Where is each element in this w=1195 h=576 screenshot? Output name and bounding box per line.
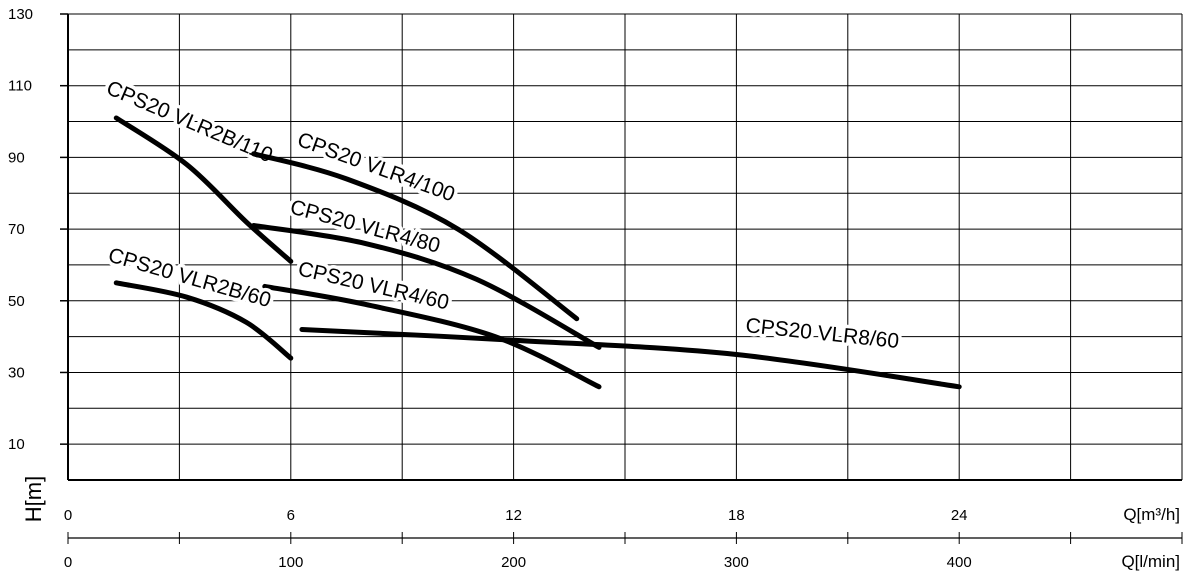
x-tick-label-m3h: 6	[287, 507, 295, 524]
series-label: CPS20 VLR2B/60	[106, 244, 274, 312]
y-axis-title: H[m]	[21, 476, 46, 522]
series-line	[251, 151, 580, 322]
series-line	[251, 222, 602, 350]
y-tick-label: 50	[8, 293, 25, 310]
y-tick-label: 70	[8, 221, 25, 238]
y-tick-label: 30	[8, 364, 25, 381]
series-line	[113, 280, 294, 361]
x-axis-title-lmin: Q[l/min]	[1121, 552, 1180, 571]
x-tick-label-m3h: 12	[505, 507, 522, 524]
x-tick-label-m3h: 24	[951, 507, 968, 524]
x-tick-label-m3h: 18	[728, 507, 745, 524]
x-tick-label-lmin: 200	[501, 554, 526, 571]
x-axis-title-m3h: Q[m³/h]	[1123, 505, 1180, 524]
x-tick-label-lmin: 400	[947, 554, 972, 571]
x-tick-label-lmin: 300	[724, 554, 749, 571]
x-tick-label-lmin: 0	[64, 554, 72, 571]
series-line	[113, 115, 294, 264]
y-tick-label: 90	[8, 149, 25, 166]
x-tick-label-m3h: 0	[64, 507, 72, 524]
y-tick-label: 130	[8, 6, 33, 23]
x-tick-label-lmin: 100	[278, 554, 303, 571]
y-tick-label: 10	[8, 436, 25, 453]
series-line	[299, 326, 962, 390]
series-line	[262, 283, 602, 390]
grid	[67, 13, 1183, 481]
y-tick-label: 110	[8, 78, 32, 95]
series-label: CPS20 VLR8/60	[744, 314, 900, 353]
series-label: CPS20 VLR4/100	[294, 128, 458, 206]
axes: 10 30 50 70 90 110 130 0 6 12 18 24 0 100 200 300 400	[8, 6, 1183, 571]
series-label: CPS20 VLR4/80	[288, 196, 443, 258]
